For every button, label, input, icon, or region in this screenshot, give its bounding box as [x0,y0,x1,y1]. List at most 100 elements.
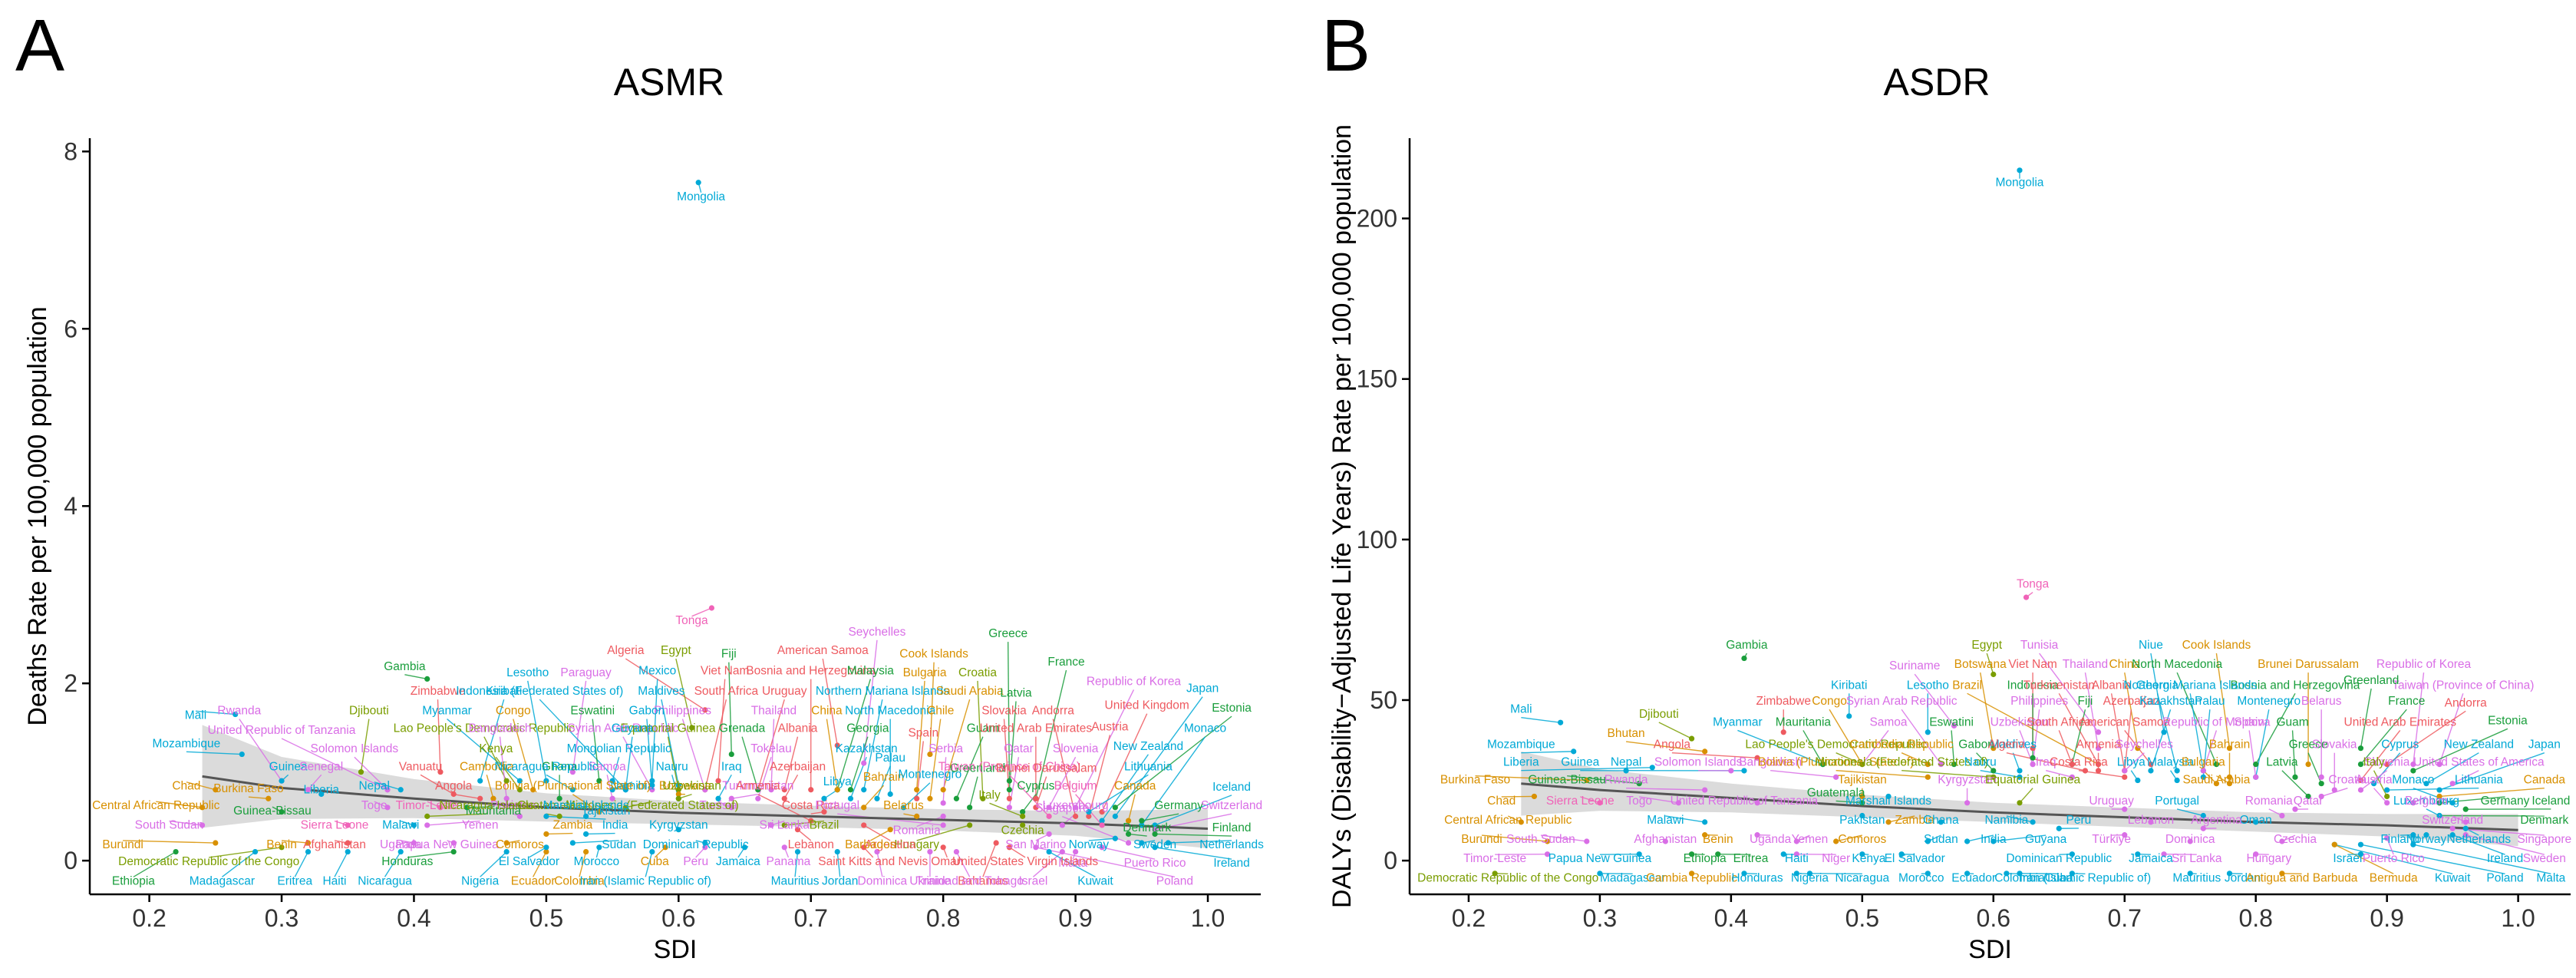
point-label: Switzerland [1201,799,1262,812]
y-tick-label: 6 [64,315,78,342]
point-label: South Sudan [1506,833,1575,846]
point-label: Singapore [1035,802,1090,815]
point-label: Estonia [2488,714,2528,727]
point-label: Iceland [1212,781,1251,794]
data-point [1925,775,1931,780]
point-label: Lithuania [1124,760,1173,773]
x-tick-label: 0.8 [926,904,960,932]
leader-line [970,777,978,808]
point-label: Albania [778,722,818,735]
point-label: United Republic of Tanzania [1671,795,1819,808]
point-label: Tajikistan [1838,774,1887,787]
data-point [954,796,959,801]
x-tick-label: 0.3 [265,904,298,932]
point-label: Solomon Islands [311,742,399,755]
point-label: Germany [1154,799,1203,812]
point-label: Papua New Guinea [395,838,499,851]
point-label: Latvia [1000,686,1032,699]
point-label: Viet Nam [701,665,749,678]
point-label: Burkina Faso [1440,774,1510,787]
point-label: Kuwait [2435,871,2471,884]
x-tick-label: 1.0 [2501,904,2535,932]
point-label: Austria [1091,720,1129,733]
point-label: North Macedonia [2132,658,2222,671]
point-label: Dominica [858,874,908,887]
point-label: Denmark [1123,821,1171,834]
point-label: Brazil [1952,679,1982,692]
point-label: Togo [361,799,388,812]
data-point [2017,167,2022,173]
point-label: Palau [2195,695,2225,708]
leader-line [335,852,348,877]
y-tick-label: 200 [1357,205,1397,233]
point-label: Peru [683,855,708,868]
point-label: Romania [2245,795,2293,808]
point-label: Egypt [661,644,691,657]
data-point [835,849,840,854]
x-tick-label: 0.5 [1845,904,1879,932]
point-label: Gabon [629,705,665,718]
leader-line [1981,672,1994,748]
point-label: Mali [185,709,206,722]
point-label: United Arab Emirates [2344,715,2457,729]
point-label: Kyrgyzstan [649,819,708,832]
data-point [358,769,364,775]
point-label: Bolivia (Plurinational State of) [495,780,651,793]
point-label: Turkmenistan [2024,679,2095,692]
data-point [213,840,218,845]
data-point [2161,729,2166,735]
point-label: Angola [435,780,473,793]
point-label: Bhutan [1608,727,1645,740]
point-label: Bahrain [2209,738,2250,752]
point-label: Mali [1510,703,1532,716]
point-label: Sudan [1924,833,1958,846]
point-label: Serbia [928,742,963,755]
data-point [1584,838,1589,844]
data-point [1099,822,1104,828]
point-label: Dominican Republic [2006,852,2112,865]
data-point [2332,842,2337,847]
y-tick-label: 2 [64,669,78,697]
x-axis-title: SDI [1968,935,2012,964]
point-label: Afghanistan [1634,833,1697,846]
point-label: Benin [1703,833,1733,846]
point-label: Viet Nam [2008,658,2057,671]
point-label: Estonia [1212,702,1252,715]
point-label: Guinea-Bissau [1528,774,1606,787]
point-label: Gambia Republic [1646,871,1737,884]
point-label: Chad [1487,795,1516,808]
point-label: Armenia [2076,738,2121,752]
point-label: Singapore [2517,833,2571,846]
point-label: Mauritius [2172,871,2221,884]
point-label: Central African Republic [92,799,220,812]
x-tick-label: 0.7 [793,904,827,932]
point-label: Uruguay [762,685,807,698]
x-tick-label: 0.6 [661,904,695,932]
y-axis-title: DALYs (Disability−Adjusted Life Years) R… [1328,124,1357,908]
data-point [888,791,893,797]
data-point [1113,814,1118,819]
data-point [1060,822,1065,828]
data-point [266,796,271,801]
point-label: Kenya [1852,852,1885,865]
data-point [173,849,178,854]
data-point [1007,805,1012,810]
point-label: India [602,819,628,832]
point-label: Suriname [1889,659,1940,672]
point-label: Marshall Islands [543,799,629,812]
point-label: Malta [2536,871,2565,884]
point-label: Andorra [1032,705,1075,718]
point-label: Japan [2528,738,2561,752]
x-tick-label: 0.8 [2238,904,2272,932]
point-label: Jamaica [716,855,760,868]
leader-line [1521,718,1560,723]
point-label: Guinea [1561,756,1599,769]
point-label: Equatorial Guinea [1985,774,2080,787]
point-label: Ecuador [1951,871,1996,884]
data-point [2030,819,2035,824]
point-label: San Marino [1005,838,1066,851]
point-label: Papua New Guinea [1549,852,1652,865]
point-label: Libya [2117,756,2146,769]
point-label: Thailand [751,705,797,718]
